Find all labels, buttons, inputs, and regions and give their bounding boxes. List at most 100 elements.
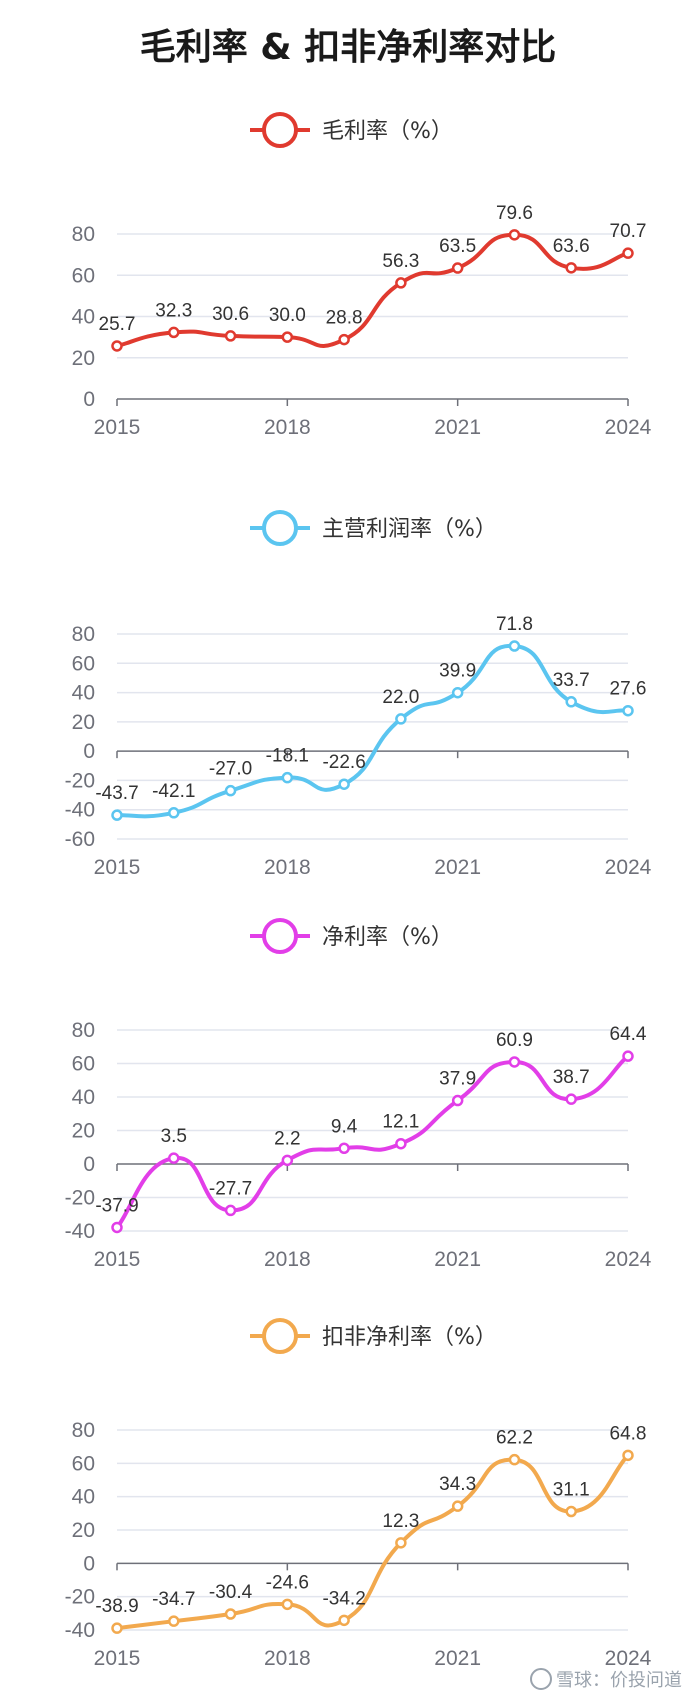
data-point[interactable] — [508, 1453, 521, 1466]
x-tick-label: 2018 — [264, 856, 311, 879]
y-tick-label: -20 — [65, 1586, 95, 1609]
data-label: 60.9 — [496, 1030, 533, 1051]
y-tick-label: 40 — [72, 306, 95, 329]
data-point[interactable] — [111, 340, 123, 352]
legend-label: 毛利率（%） — [322, 119, 453, 144]
data-label: -27.0 — [209, 759, 252, 780]
y-tick-label: 0 — [83, 1552, 95, 1575]
data-label: -24.6 — [266, 1572, 309, 1593]
y-tick-label: 80 — [72, 223, 95, 246]
data-label: 2.2 — [274, 1128, 300, 1149]
data-point[interactable] — [451, 686, 464, 699]
legend-label: 扣非净利率（%） — [322, 1325, 497, 1350]
y-tick-label: 20 — [72, 711, 95, 734]
data-label: 12.1 — [382, 1112, 419, 1133]
data-point[interactable] — [281, 1154, 294, 1167]
x-tick-label: 2015 — [94, 856, 141, 879]
data-label: 37.9 — [439, 1069, 476, 1090]
data-point[interactable] — [111, 1622, 123, 1634]
x-tick-label: 2018 — [264, 1647, 311, 1670]
data-label: -37.9 — [95, 1195, 138, 1216]
data-point[interactable] — [281, 771, 294, 784]
data-label: 22.0 — [382, 687, 419, 708]
data-point[interactable] — [281, 1598, 294, 1611]
data-point[interactable] — [111, 809, 123, 821]
data-label: 70.7 — [610, 221, 647, 242]
data-point[interactable] — [565, 1505, 577, 1518]
data-label: -34.7 — [152, 1589, 195, 1610]
x-tick-label: 2015 — [94, 1647, 141, 1670]
chart-gross-margin-svg: 毛利率（%） 0 20 40 60 80 2015 2018 2021 2024 25.7 32.3 3… — [72, 112, 652, 439]
y-tick-label: 40 — [72, 1086, 95, 1109]
data-point[interactable] — [338, 778, 350, 790]
data-point[interactable] — [224, 1608, 237, 1620]
data-point[interactable] — [168, 326, 180, 339]
y-tick-label: 80 — [72, 1419, 95, 1442]
data-point[interactable] — [224, 330, 237, 342]
data-point[interactable] — [224, 784, 237, 797]
legend[interactable]: 扣非净利率（%） — [250, 1318, 497, 1354]
chart-main-profit-margin: 主营利润率（%） -60 -40 -20 0 20 40 60 80 2015 2018 2021 20… — [0, 490, 696, 890]
data-point[interactable] — [565, 696, 577, 708]
data-point[interactable] — [168, 1615, 180, 1627]
data-point[interactable] — [111, 1221, 123, 1234]
data-label: 3.5 — [161, 1126, 187, 1147]
x-tick-label: 2024 — [605, 1647, 652, 1670]
legend[interactable]: 毛利率（%） — [250, 112, 453, 148]
data-point[interactable] — [451, 1500, 464, 1512]
data-point[interactable] — [508, 229, 521, 241]
data-point[interactable] — [622, 247, 634, 259]
data-point[interactable] — [395, 1537, 407, 1549]
x-tick-label: 2018 — [264, 1248, 311, 1271]
data-label: 9.4 — [331, 1116, 358, 1137]
legend-circle-icon — [262, 112, 298, 148]
y-tick-label: 60 — [72, 1452, 95, 1475]
data-label: -38.9 — [95, 1596, 138, 1617]
data-point[interactable] — [622, 1050, 634, 1062]
data-point[interactable] — [168, 1152, 180, 1164]
series-line — [115, 1054, 630, 1229]
data-point[interactable] — [224, 1204, 237, 1217]
data-point[interactable] — [565, 262, 577, 274]
series-line — [116, 1453, 630, 1631]
x-tick-label: 2024 — [605, 856, 652, 879]
data-label: 63.5 — [439, 236, 476, 257]
chart-gross-margin: 毛利率（%） 0 20 40 60 80 2015 2018 2021 2024 25.7 32.3 3… — [0, 90, 696, 490]
y-tick-label: 20 — [72, 1120, 95, 1143]
y-tick-label: -20 — [65, 1187, 95, 1210]
legend-circle-icon — [262, 1318, 298, 1354]
x-tick-label: 2021 — [434, 856, 481, 879]
y-tick-label: 60 — [72, 1053, 95, 1076]
data-point[interactable] — [338, 1142, 350, 1155]
y-tick-label: 0 — [83, 1153, 95, 1176]
data-point[interactable] — [451, 262, 464, 274]
data-point[interactable] — [338, 333, 350, 346]
data-point[interactable] — [395, 713, 407, 725]
data-point[interactable] — [451, 1094, 464, 1107]
series-line — [116, 643, 629, 819]
legend-circle-icon — [262, 918, 298, 954]
legend[interactable]: 净利率（%） — [250, 918, 453, 954]
x-tick-label: 2021 — [434, 1647, 481, 1670]
data-point[interactable] — [622, 704, 634, 717]
data-point[interactable] — [338, 1614, 350, 1627]
data-point[interactable] — [508, 640, 521, 652]
data-point[interactable] — [395, 1137, 407, 1150]
data-point[interactable] — [622, 1449, 634, 1462]
chart-net-margin-svg: 净利率（%） -40 -20 0 20 40 60 80 2015 2018 2021 2024 -37… — [65, 918, 652, 1271]
legend[interactable]: 主营利润率（%） — [250, 510, 497, 546]
legend-circle-icon — [262, 510, 298, 546]
data-label: 79.6 — [496, 203, 533, 224]
data-point[interactable] — [565, 1093, 577, 1105]
legend-label: 主营利润率（%） — [322, 517, 497, 542]
data-point[interactable] — [168, 807, 180, 819]
data-label: 64.4 — [610, 1024, 647, 1045]
y-tick-label: -20 — [65, 769, 95, 792]
x-tick-label: 2024 — [605, 1248, 652, 1271]
data-point[interactable] — [281, 331, 294, 343]
y-tick-label: -60 — [65, 828, 95, 851]
data-point[interactable] — [395, 277, 407, 289]
page-title: 毛利率 & 扣非净利率对比 — [139, 27, 557, 68]
y-tick-label: 20 — [72, 347, 95, 370]
data-point[interactable] — [508, 1056, 521, 1068]
